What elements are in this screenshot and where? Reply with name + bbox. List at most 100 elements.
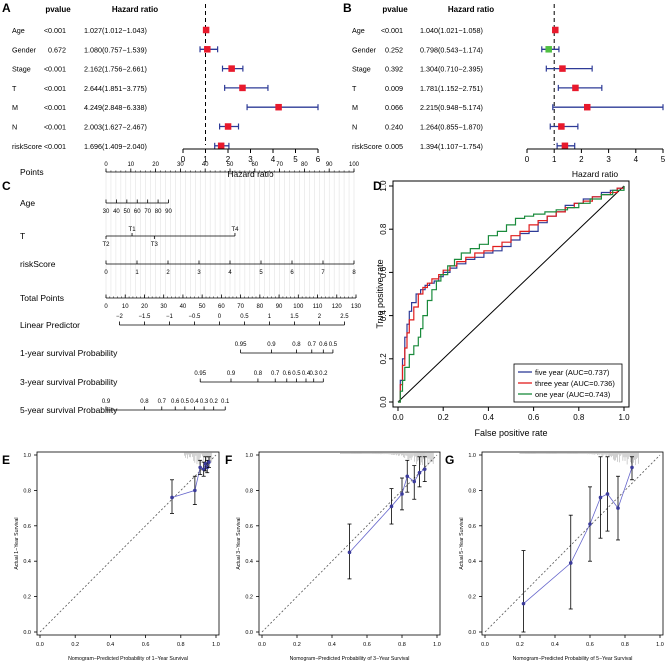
calibration-point [599,496,603,500]
nomogram-tick-label: 0.9 [102,399,111,405]
pvalue-text: <0.001 [44,65,66,74]
nomogram-tick-label: 1.5 [290,314,299,320]
nomogram-tick-label: 40 [180,304,187,310]
nomogram-tick-label: 0.7 [271,371,280,377]
nomogram-tick-label: 60 [218,304,225,310]
y-tick-label: 1.0 [468,453,476,459]
variable-label: Gender [12,45,37,54]
nomogram-row-label: Age [20,198,35,208]
x-tick-label: 0.6 [363,642,371,648]
hazard-ratio-text: 1.304(0.710−2.395) [420,65,483,74]
hazard-ratio-marker [225,123,232,130]
nomogram-tick-label: 0.8 [292,342,301,348]
x-axis-title: Nomogram−Predicted Probability of 1−Year… [68,656,188,662]
calibration-point [569,561,573,565]
pvalue-text: 0.672 [48,45,66,54]
hazard-ratio-marker [239,85,246,92]
nomogram-tick-label: 0.2 [319,371,328,377]
x-tick-label: 0.2 [71,642,79,648]
panel-label-g: G [445,453,454,467]
hazard-ratio-text: 2.162(1.756−2.661) [84,65,147,74]
y-axis-title: Actual 1−Year Survival [14,517,20,569]
x-tick-label: 1.0 [656,642,664,648]
x-tick-label: 3 [606,155,611,164]
nomogram-tick-label: −0.5 [189,314,202,320]
y-tick-label: 0.0 [379,396,388,408]
calibration-point [423,467,427,471]
calibration-point [418,471,422,475]
hazard-ratio-header: Hazard ratio [448,5,494,14]
nomogram-tick-label: 80 [257,304,264,310]
pvalue-text: 0.066 [385,103,403,112]
y-tick-label: 0.2 [379,353,388,365]
calibration-point [522,602,526,606]
hazard-ratio-text: 1.696(1.409−2.040) [84,142,147,151]
hazard-ratio-header: Hazard ratio [112,5,158,14]
legend-label: one year (AUC=0.743) [535,390,611,399]
x-tick-label: 1.0 [618,413,630,422]
x-tick-label: 1 [552,155,557,164]
y-tick-label: 0.6 [245,524,253,530]
calibration-point [588,522,592,526]
nomogram-tick-label: 0.95 [194,371,206,377]
nomogram-tick-label: 2.5 [340,314,349,320]
nomogram-tick-label: 40 [113,209,120,215]
nomogram-row-label: T [20,231,25,241]
y-tick-label: 0.8 [379,223,388,235]
hazard-ratio-text: 1.394(1.107−1.754) [420,142,483,151]
pvalue-text: <0.001 [44,123,66,132]
nomogram-tick-label: T4 [231,227,239,233]
panel-label-c: C [2,179,11,193]
variable-label: riskScore [12,142,42,151]
nomogram-tick-label: 20 [141,304,148,310]
calibration-point [606,492,610,496]
hazard-ratio-text: 2.215(0.948−5.174) [420,103,483,112]
nomogram-tick-label: 110 [313,304,323,310]
variable-label: N [352,123,357,132]
nomogram-row-label: 3-year survival Probability [20,377,118,387]
x-tick-label: 1.0 [433,642,441,648]
x-tick-label: 0 [525,155,530,164]
x-tick-label: 0.6 [528,413,540,422]
nomogram-tick-label: 0.6 [283,371,292,377]
hazard-ratio-marker [572,85,579,92]
variable-label: riskScore [352,142,382,151]
x-axis-title: Hazard ratio [572,169,619,179]
hazard-ratio-marker [203,27,210,34]
pvalue-text: 0.005 [385,142,403,151]
hazard-ratio-marker [275,104,282,111]
hazard-ratio-text: 2.644(1.851−3.775) [84,84,147,93]
nomogram-tick-label: 0.9 [227,371,236,377]
x-axis-title: Nomogram−Predicted Probability of 3−Year… [290,656,410,662]
nomogram-tick-label: 0.5 [240,314,249,320]
hazard-ratio-marker [552,27,559,34]
nomogram-row-label: riskScore [20,259,56,269]
nomogram-tick-label: 0.3 [310,371,319,377]
x-tick-label: 0.8 [621,642,629,648]
hazard-ratio-text: 2.003(1.627−2.467) [84,123,147,132]
panel-label-e: E [2,453,10,467]
nomogram-tick-label: 70 [144,209,151,215]
pvalue-text: 0.240 [385,123,403,132]
nomogram-tick-label: 0.7 [308,342,317,348]
nomogram-tick-label: 80 [301,162,308,168]
y-tick-label: 1.0 [379,180,388,192]
nomogram-tick-label: T3 [151,242,159,248]
nomogram-row-label: 5-year survival Probability [20,405,118,415]
nomogram-tick-label: 0.5 [292,371,301,377]
nomogram-tick-label: 50 [227,162,234,168]
x-tick-label: 1.0 [212,642,220,648]
nomogram-tick-label: 0.6 [171,399,180,405]
hazard-ratio-text: 1.027(1.012−1.043) [84,26,147,35]
x-tick-label: 0.8 [398,642,406,648]
hazard-ratio-marker [558,123,565,130]
y-tick-label: 0.6 [23,524,31,530]
panel-label-b: B [343,1,352,15]
nomogram-tick-label: 0.5 [329,342,338,348]
pvalue-text: <0.001 [44,84,66,93]
nomogram-tick-label: 10 [127,162,134,168]
nomogram-tick-label: −1.5 [139,314,152,320]
x-tick-label: 0.2 [438,413,450,422]
pvalue-header: pvalue [45,5,71,14]
